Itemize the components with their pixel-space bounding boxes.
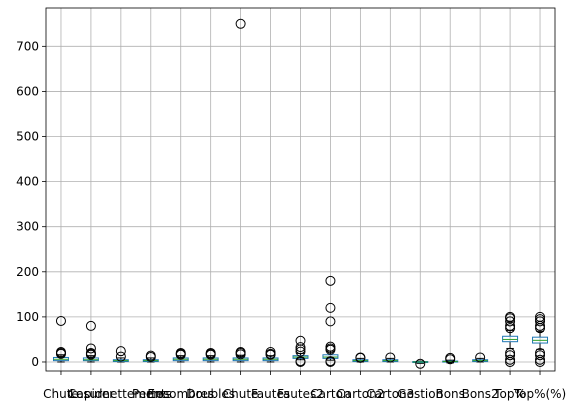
outlier-point — [325, 316, 336, 327]
outlier-point — [505, 311, 516, 322]
outlier-point — [535, 314, 546, 325]
x-tick-label: Top%(%) — [513, 387, 566, 401]
x-tick-label: Gestion — [397, 387, 443, 401]
box-5 — [202, 347, 219, 363]
outlier-point — [385, 352, 396, 363]
outlier-point — [475, 352, 486, 363]
outlier-point — [355, 352, 366, 363]
x-tick-label: Top% — [493, 387, 526, 401]
outlier-point — [505, 354, 516, 365]
outlier-point — [505, 347, 516, 358]
outlier-point — [505, 350, 516, 361]
box-10 — [352, 352, 369, 363]
box-7 — [262, 347, 279, 363]
outlier-point — [445, 352, 456, 363]
box-11 — [382, 352, 399, 363]
box-13 — [442, 352, 459, 365]
box-0 — [52, 315, 69, 363]
box-1 — [82, 320, 99, 363]
x-tick-label: Encombres — [147, 387, 214, 401]
outlier-point — [55, 315, 66, 326]
outlier-point — [205, 347, 216, 358]
x-tick-label: Pertes — [132, 387, 169, 401]
x-tick-label: Fautes — [251, 387, 290, 401]
outlier-point — [235, 18, 246, 29]
box-6 — [232, 18, 249, 363]
outlier-point — [505, 316, 516, 327]
box-9 — [322, 275, 339, 367]
box-16 — [532, 311, 549, 367]
box-3 — [142, 350, 159, 363]
y-tick-label: 200 — [16, 265, 39, 279]
y-tick-label: 300 — [16, 220, 39, 234]
outlier-point — [85, 347, 96, 358]
box-15 — [502, 311, 519, 367]
outlier-point — [535, 347, 546, 358]
x-tick-label: Carton — [310, 387, 350, 401]
outlier-point — [505, 323, 516, 334]
x-tick-label: Fautes2 — [277, 387, 324, 401]
outlier-point — [535, 350, 546, 361]
y-axis-ticks: 0 100 200 300 400 500 600 700 — [16, 39, 46, 369]
y-tick-label: 400 — [16, 175, 39, 189]
x-axis-tick-labels: ChuteCesurerLapidnettementsPertesEncombr… — [43, 371, 566, 401]
x-tick-label: Carton3 — [366, 387, 414, 401]
x-tick-label: Lapidnettements — [70, 387, 172, 401]
x-tick-label: Chute — [223, 387, 259, 401]
box-12 — [412, 358, 429, 369]
outlier-point — [295, 335, 306, 346]
outlier-point — [85, 320, 96, 331]
outlier-point — [295, 346, 306, 357]
outlier-point — [535, 354, 546, 365]
x-tick-label: Bons — [435, 387, 464, 401]
box-14 — [472, 352, 489, 363]
x-tick-label: Bons2 — [462, 387, 499, 401]
outlier-point — [55, 347, 66, 358]
x-tick-label: Carton2 — [336, 387, 384, 401]
x-tick-label: Cesurer — [68, 387, 115, 401]
outlier-point — [295, 342, 306, 353]
plot-frame — [45, 7, 556, 372]
outlier-point — [535, 311, 546, 322]
box-4 — [172, 347, 189, 363]
outlier-point — [535, 316, 546, 327]
outlier-point — [325, 302, 336, 313]
outlier-point — [415, 358, 426, 369]
y-tick-label: 100 — [16, 310, 39, 324]
outlier-point — [265, 347, 276, 358]
outlier-point — [115, 351, 126, 362]
outlier-point — [85, 343, 96, 354]
y-tick-label: 0 — [31, 355, 39, 369]
box-2 — [112, 346, 129, 363]
y-tick-label: 700 — [16, 39, 39, 53]
outlier-point — [325, 341, 336, 352]
y-tick-label: 600 — [16, 84, 39, 98]
outlier-point — [325, 275, 336, 286]
outlier-point — [325, 356, 336, 367]
outlier-point — [175, 347, 186, 358]
y-tick-label: 500 — [16, 130, 39, 144]
x-tick-label: Chute — [43, 387, 79, 401]
grid-lines — [46, 8, 555, 371]
outlier-point — [115, 346, 126, 357]
outlier-point — [235, 347, 246, 358]
box-8 — [292, 335, 309, 367]
x-tick-label: Doubles — [186, 387, 235, 401]
boxes — [52, 18, 549, 369]
outlier-point — [145, 350, 156, 361]
